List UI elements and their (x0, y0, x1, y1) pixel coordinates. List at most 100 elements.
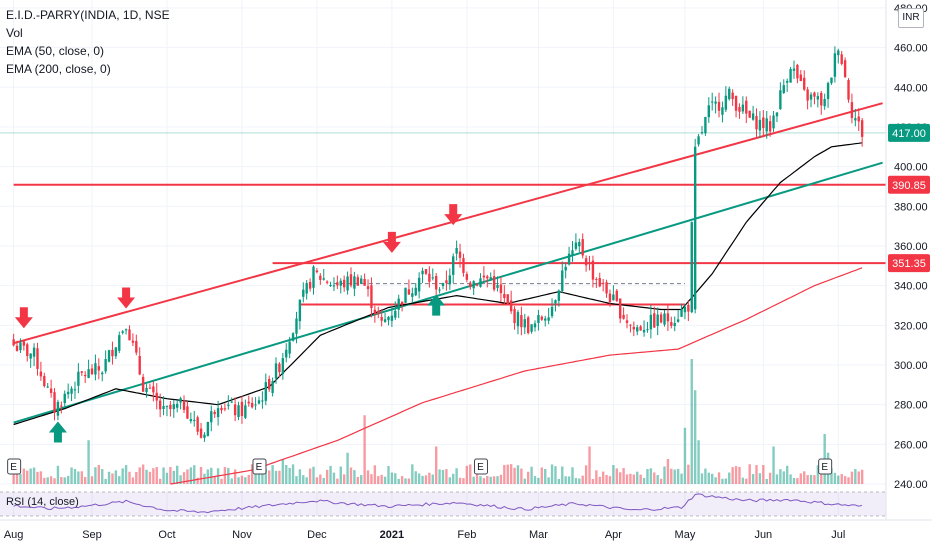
volume-bar (653, 472, 656, 484)
candle-body (530, 324, 533, 332)
candle-body (731, 92, 734, 100)
candle-body (799, 74, 803, 82)
volume-bar (520, 468, 523, 484)
volume-bar (39, 471, 43, 484)
candle-body (26, 344, 29, 356)
volume-bar (342, 474, 346, 484)
candle-body (452, 256, 455, 275)
candle-body (302, 289, 305, 297)
candle-body (329, 284, 332, 286)
volume-bar (237, 477, 240, 484)
candle-body (390, 315, 394, 321)
volume-bar (813, 475, 816, 484)
candle-body (73, 389, 77, 391)
price-tick-label: 240.00 (894, 479, 928, 491)
candle-body (141, 376, 145, 392)
candle-body (155, 392, 158, 401)
volume-bar (591, 478, 595, 484)
currency-badge[interactable]: INR (898, 8, 924, 28)
volume-bar (748, 464, 751, 484)
candle-body (346, 276, 349, 291)
volume-bar (666, 459, 670, 484)
ema200-indicator-label[interactable]: EMA (200, close, 0) (6, 62, 111, 76)
volume-bar (414, 471, 417, 484)
volume-bar (203, 473, 206, 484)
candle-body (847, 80, 850, 100)
price-tick-label: 300.00 (894, 360, 928, 372)
candle-body (830, 77, 833, 84)
candle-body (322, 278, 325, 280)
volume-bar (445, 469, 448, 484)
candle-body (578, 241, 581, 247)
volume-bar (489, 476, 492, 484)
time-tick-label: Mar (529, 529, 548, 541)
volume-bar (448, 477, 452, 484)
candle-body (121, 331, 124, 333)
candle-body (584, 258, 588, 266)
candle-body (605, 282, 608, 294)
chart-legend: E.I.D.-PARRY(INDIA, 1D, NSE Vol EMA (50,… (6, 6, 170, 78)
earnings-letter: E (477, 462, 484, 473)
volume-bar (36, 471, 39, 484)
candle-body (400, 301, 404, 305)
candle-body (826, 83, 830, 99)
volume-bar (625, 474, 629, 484)
volume-bar (114, 470, 118, 484)
candle-body (693, 146, 697, 310)
candle-body (854, 118, 857, 121)
volume-bar (554, 466, 557, 484)
buy-arrow-icon (48, 421, 67, 443)
volume-bar (19, 474, 22, 484)
volume-bar (816, 465, 820, 484)
volume-bar (843, 476, 847, 484)
volume-bar (250, 464, 254, 484)
volume-bar (503, 464, 506, 484)
candle-body (135, 340, 138, 353)
candle-body (509, 300, 513, 312)
volume-bar (322, 478, 325, 484)
price-tag: 390.85 (888, 175, 930, 194)
volume-bar (356, 476, 360, 484)
candle-body (448, 275, 452, 285)
candle-body (325, 281, 329, 283)
candle-body (465, 274, 469, 280)
volume-bar (482, 478, 486, 484)
candle-body (264, 382, 267, 401)
ema200-path (170, 267, 863, 485)
candle-body (707, 105, 710, 118)
volume-bar (711, 473, 714, 484)
time-axis[interactable]: Aug Sep Oct Nov Dec 2021 Feb Mar Apr May Jun Jul (0, 519, 932, 541)
volume-bar (581, 475, 584, 484)
candle-body (417, 277, 421, 292)
candle-body (561, 270, 564, 292)
candle-body (700, 132, 704, 134)
volume-bar (622, 468, 625, 484)
volume-bar (400, 476, 404, 484)
candle-body (755, 116, 758, 130)
volume-bar (670, 468, 673, 484)
candle-body (717, 101, 721, 111)
volume-bar (690, 359, 693, 484)
candle-body (223, 408, 227, 410)
candle-body (254, 404, 257, 406)
volume-bar (707, 472, 710, 484)
ema50-indicator-label[interactable]: EMA (50, close, 0) (6, 44, 105, 58)
candle-body (738, 106, 741, 112)
candle-body (203, 434, 206, 438)
volume-bar (390, 472, 394, 484)
rsi-indicator-label[interactable]: RSI (14, close) (6, 496, 79, 508)
candle-body (574, 242, 578, 249)
candle-body (278, 363, 281, 373)
candle-body (213, 411, 216, 415)
candle-body (158, 400, 162, 410)
volume-bar (683, 427, 687, 484)
candle-body (39, 371, 43, 377)
volume-indicator-label[interactable]: Vol (6, 26, 23, 40)
price-tag: 351.35 (888, 254, 930, 273)
candle-body (36, 348, 39, 369)
volume-bar (850, 471, 854, 484)
symbol-title[interactable]: E.I.D.-PARRY(INDIA, 1D, NSE (6, 8, 170, 22)
candle-body (758, 119, 762, 131)
candle-body (162, 406, 165, 409)
